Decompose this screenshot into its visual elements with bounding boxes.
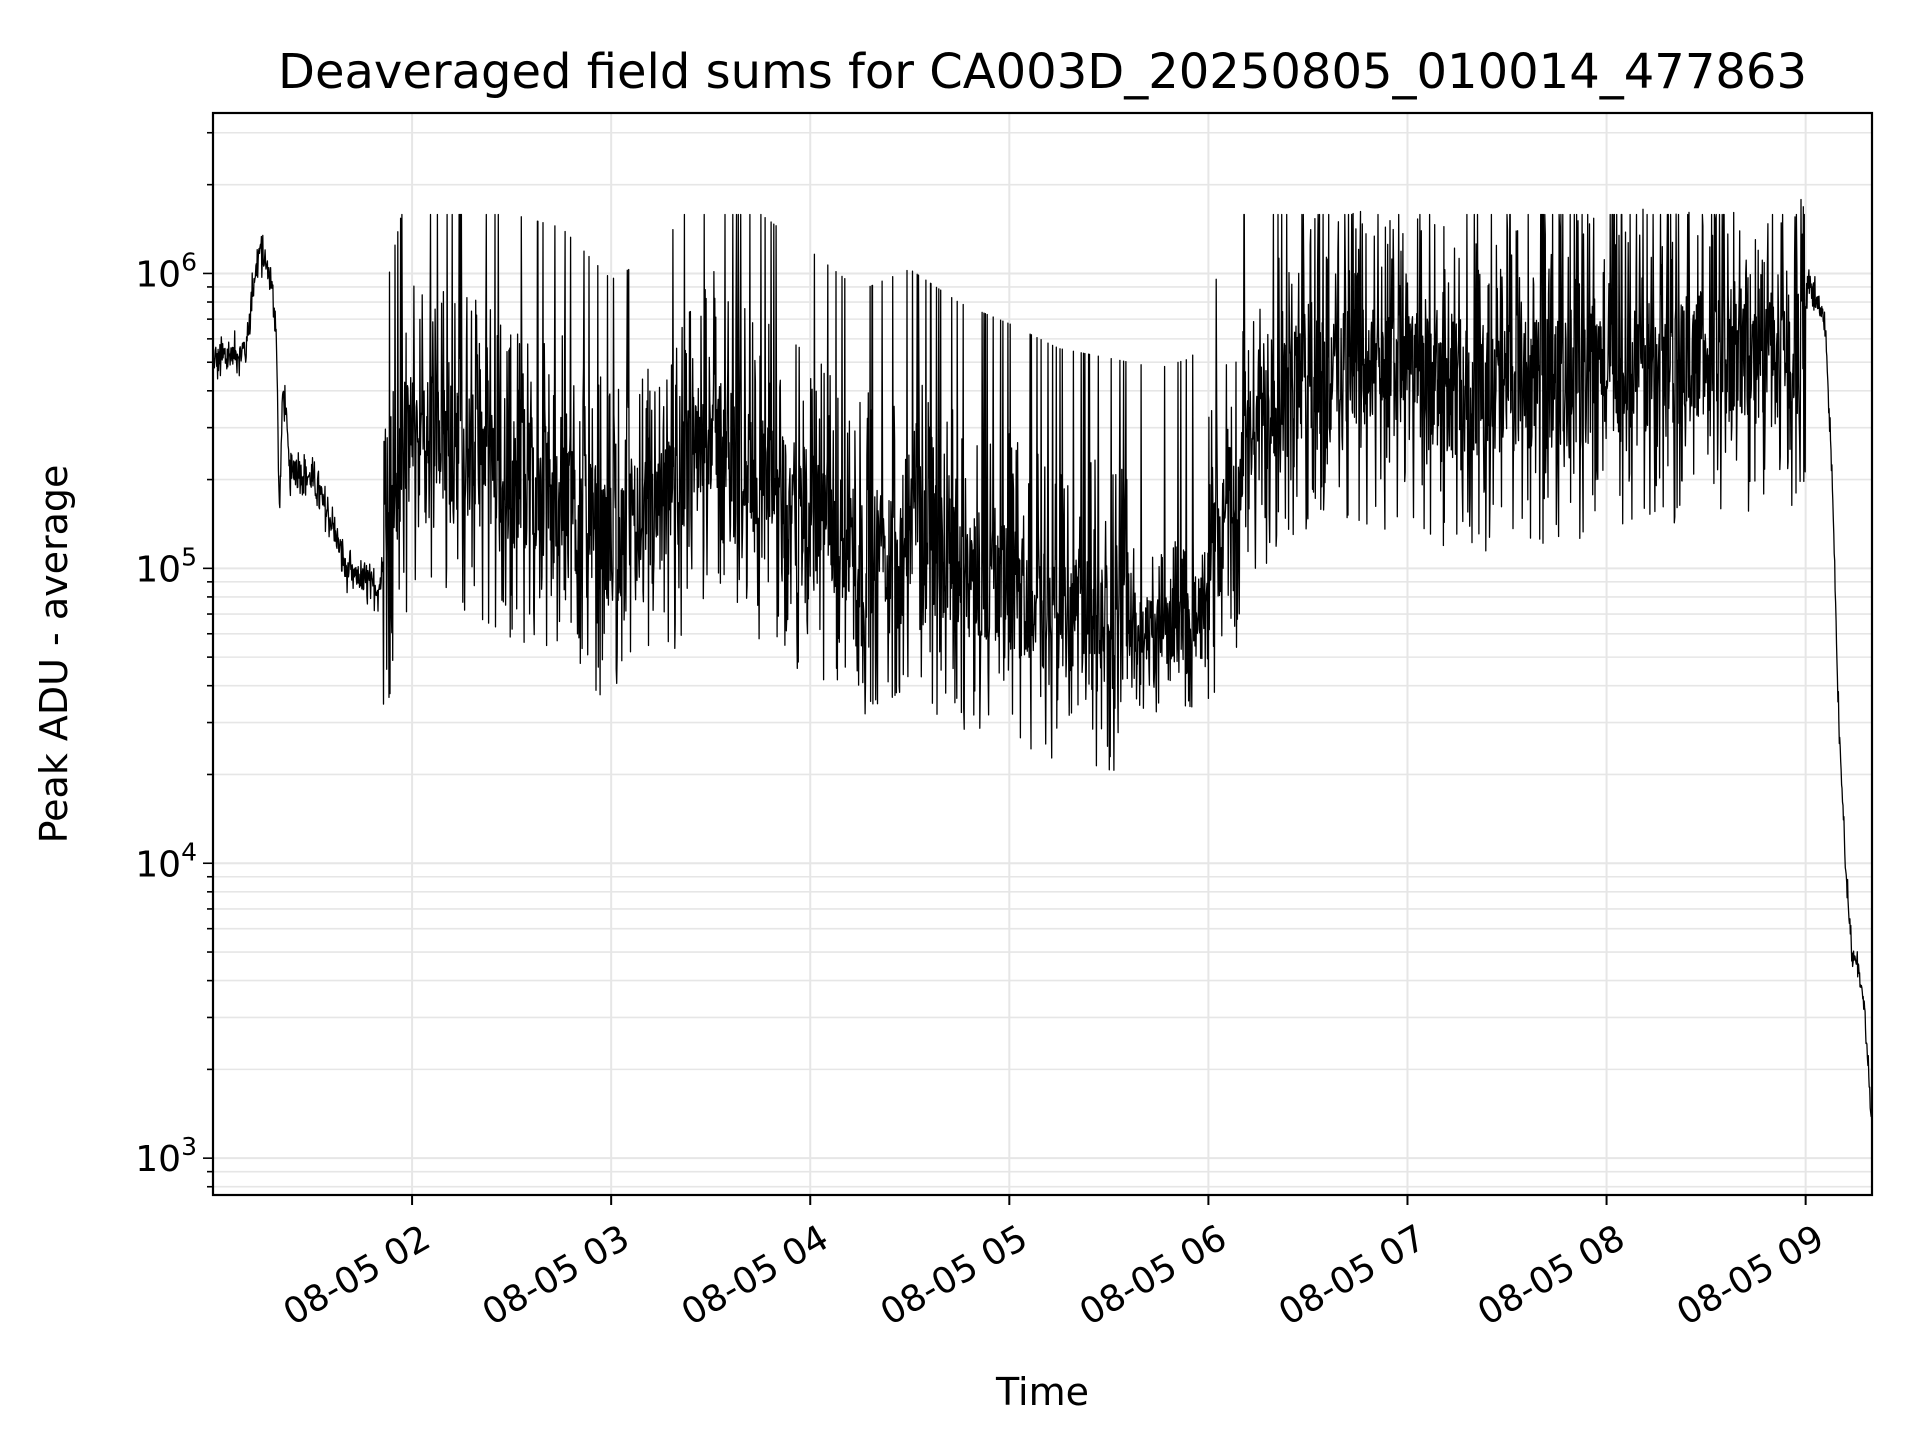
y-tick-label: 103 — [135, 1132, 197, 1180]
x-tick-label: 08-05 09 — [1670, 1217, 1831, 1333]
x-axis-label: Time — [995, 1370, 1089, 1414]
series-line — [212, 198, 1873, 1137]
series-layer — [212, 198, 1873, 1137]
x-tick-label: 08-05 04 — [675, 1217, 836, 1333]
x-tick-label: 08-05 03 — [476, 1217, 637, 1333]
x-tick-label: 08-05 07 — [1272, 1217, 1433, 1333]
x-tick-label: 08-05 02 — [277, 1217, 438, 1333]
plot-frame — [211, 111, 1874, 1197]
x-tick-label: 08-05 08 — [1471, 1217, 1632, 1333]
chart-title: Deaveraged field sums for CA003D_2025080… — [278, 44, 1807, 100]
y-tick-label: 105 — [135, 542, 197, 590]
y-tick-label: 104 — [135, 837, 197, 885]
y-tick-label: 106 — [135, 247, 197, 295]
x-tick-label: 08-05 06 — [1073, 1217, 1234, 1333]
x-tick-label: 08-05 05 — [874, 1217, 1035, 1333]
y-axis-label: Peak ADU - average — [32, 465, 76, 844]
